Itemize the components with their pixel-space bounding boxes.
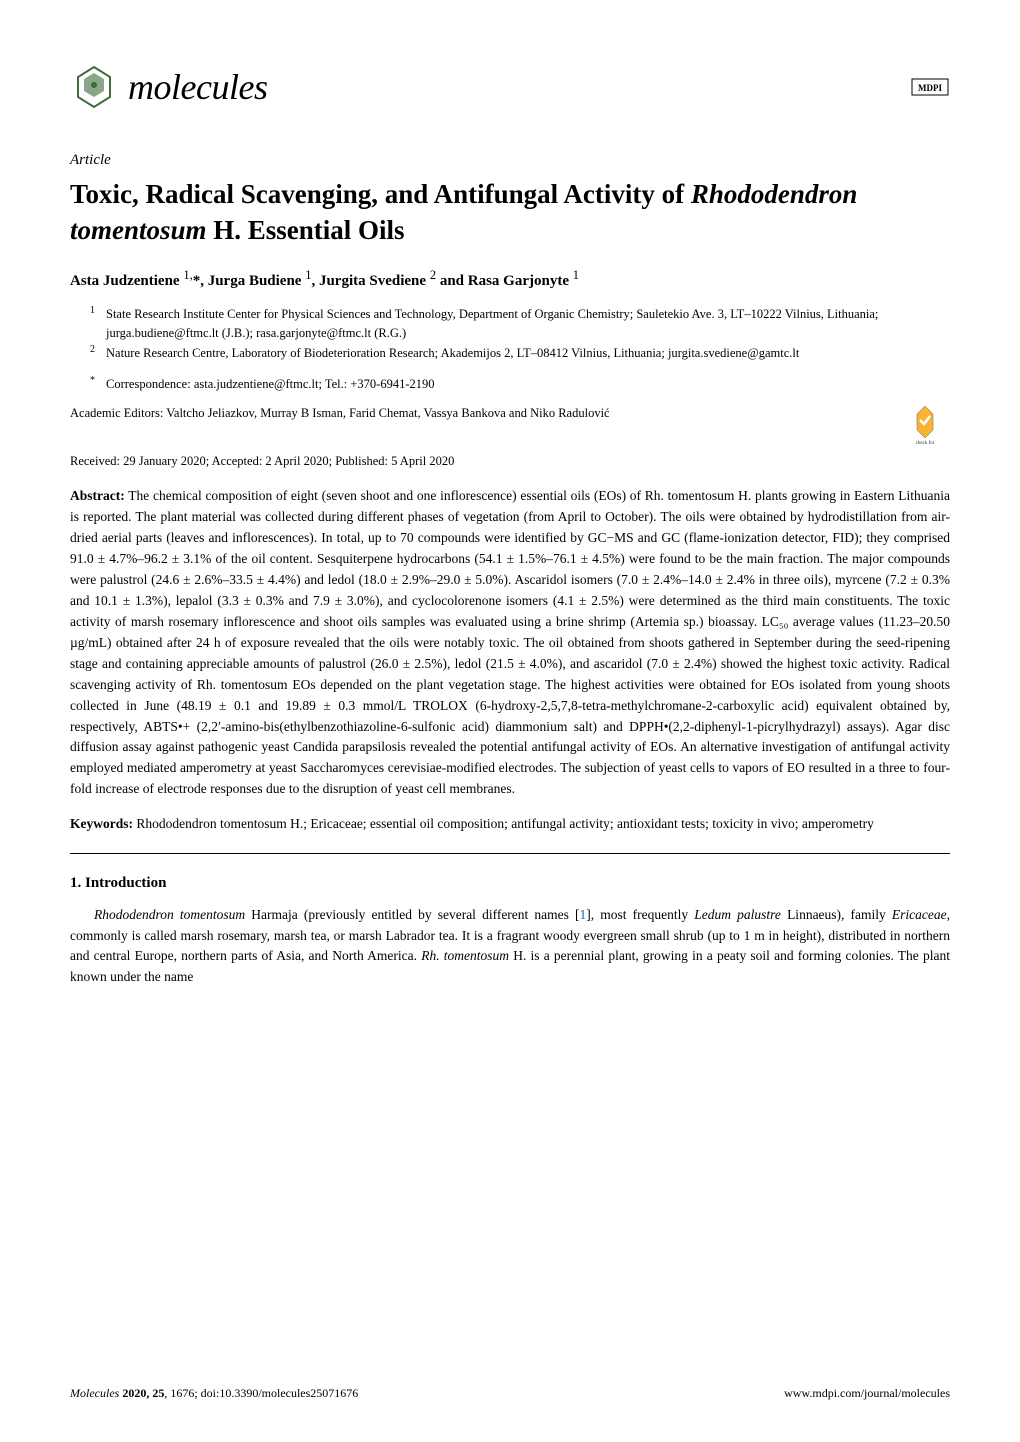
footer-journal: Molecules	[70, 1386, 122, 1400]
title-prefix: Toxic, Radical Scavenging, and Antifunga…	[70, 179, 691, 209]
section-1-heading: 1. Introduction	[70, 872, 950, 895]
svg-text:MDPI: MDPI	[918, 83, 942, 93]
mdpi-icon: MDPI	[910, 71, 950, 103]
footer-citation: Molecules 2020, 25, 1676; doi:10.3390/mo…	[70, 1384, 358, 1402]
footer-url: www.mdpi.com/journal/molecules	[784, 1384, 950, 1402]
mdpi-logo: MDPI	[910, 71, 950, 103]
intro-paragraph: Rhododendron tomentosum Harmaja (previou…	[70, 905, 950, 989]
affiliation-2: 2 Nature Research Centre, Laboratory of …	[90, 344, 950, 363]
author-1: Asta Judzentiene	[70, 273, 183, 289]
keywords: Keywords: Rhododendron tomentosum H.; Er…	[70, 814, 950, 835]
author-2: , Jurga Budiene	[200, 273, 305, 289]
author-4: and Rasa Garjonyte	[436, 273, 573, 289]
author-4-sup: 1	[573, 268, 579, 282]
check-updates-badge[interactable]: check for	[900, 404, 950, 450]
section-divider	[70, 853, 950, 854]
article-type: Article	[70, 149, 950, 172]
article-title: Toxic, Radical Scavenging, and Antifunga…	[70, 176, 950, 249]
academic-editors: Academic Editors: Valtcho Jeliazkov, Mur…	[70, 404, 880, 423]
author-1-sup: 1,	[183, 268, 192, 282]
affiliation-1: 1 State Research Institute Center for Ph…	[90, 305, 950, 343]
molecules-logo-icon	[70, 63, 118, 111]
journal-logo: molecules	[70, 60, 267, 114]
footer-article-no: , 1676; doi:10.3390/molecules25071676	[164, 1386, 358, 1400]
affil-text-2: Nature Research Centre, Laboratory of Bi…	[106, 344, 799, 363]
keywords-text: Rhododendron tomentosum H.; Ericaceae; e…	[133, 816, 874, 831]
author-3: , Jurgita Svediene	[311, 273, 429, 289]
author-list: Asta Judzentiene 1,*, Jurga Budiene 1, J…	[70, 266, 950, 293]
publication-dates: Received: 29 January 2020; Accepted: 2 A…	[70, 452, 950, 471]
abstract-text: The chemical composition of eight (seven…	[70, 488, 950, 796]
affiliations: 1 State Research Institute Center for Ph…	[70, 305, 950, 363]
correspondence-text: Correspondence: asta.judzentiene@ftmc.lt…	[106, 375, 434, 394]
editors-row: Academic Editors: Valtcho Jeliazkov, Mur…	[70, 404, 950, 450]
affil-text-1: State Research Institute Center for Phys…	[106, 305, 950, 343]
citation-1[interactable]: 1	[580, 907, 587, 922]
keywords-label: Keywords:	[70, 816, 133, 831]
correspondence: * Correspondence: asta.judzentiene@ftmc.…	[70, 375, 950, 394]
svg-text:check for: check for	[916, 441, 935, 444]
check-updates-icon: check for	[900, 404, 950, 444]
footer-year-vol: 2020, 25	[122, 1386, 164, 1400]
abstract-label: Abstract:	[70, 488, 125, 503]
affil-marker-1: 1	[90, 303, 106, 341]
journal-name: molecules	[128, 60, 267, 114]
affil-marker-2: 2	[90, 342, 106, 361]
header: molecules MDPI	[70, 60, 950, 114]
abstract: Abstract: The chemical composition of ei…	[70, 486, 950, 800]
title-suffix: H. Essential Oils	[207, 215, 405, 245]
correspondence-marker: *	[90, 373, 106, 392]
page-footer: Molecules 2020, 25, 1676; doi:10.3390/mo…	[70, 1384, 950, 1402]
